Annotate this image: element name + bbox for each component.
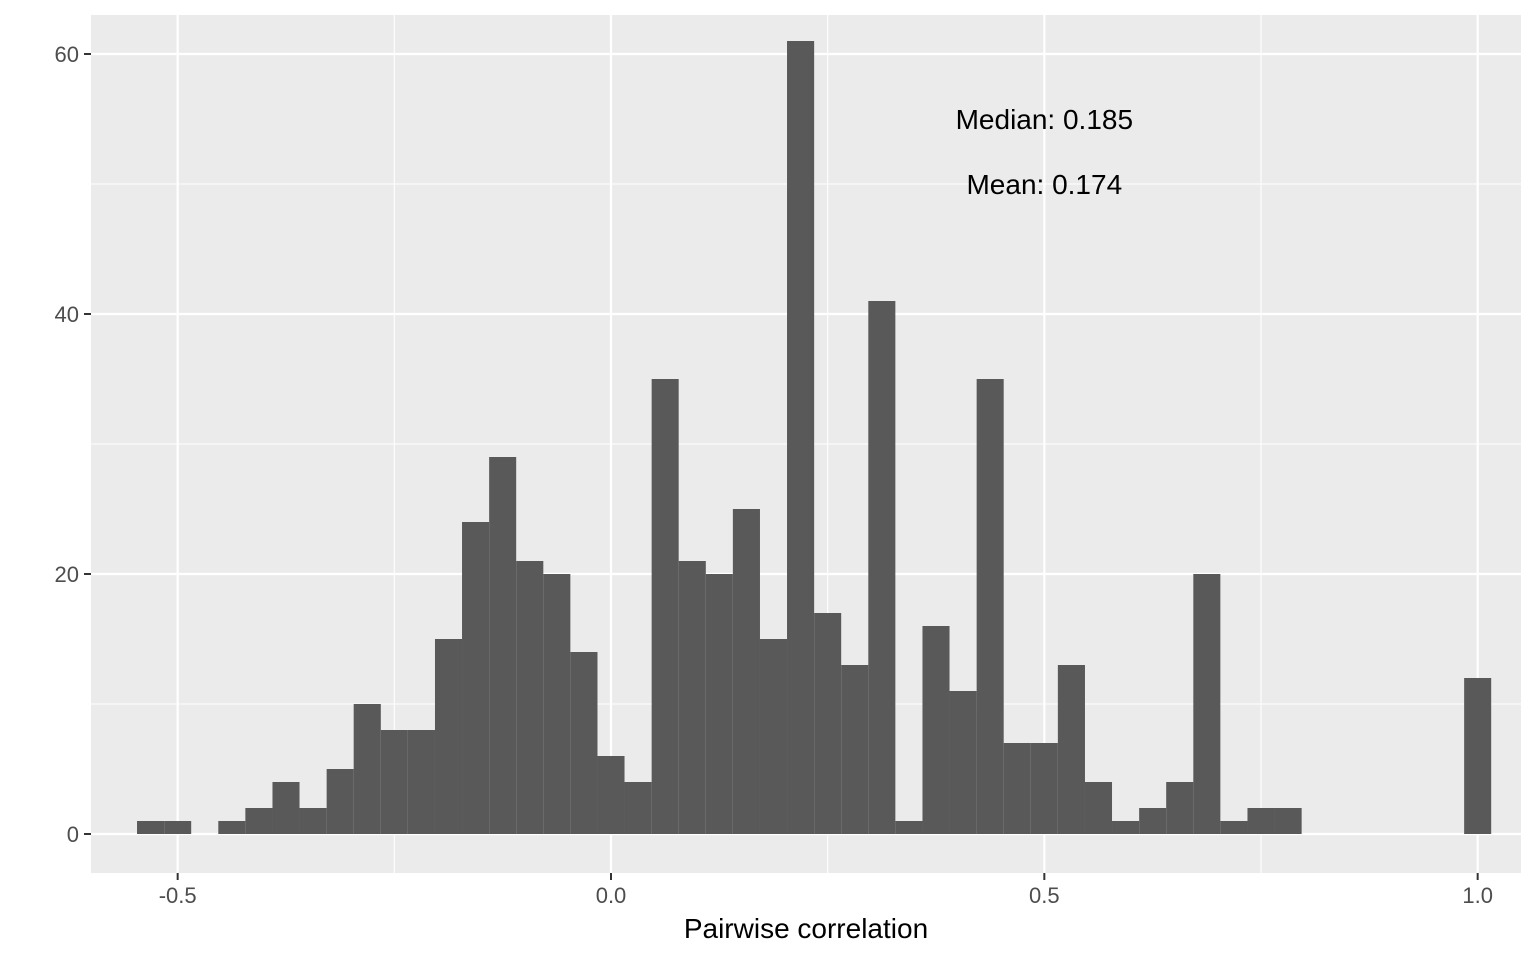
histogram-bar [164, 821, 192, 834]
histogram-bar [1464, 678, 1492, 834]
histogram-bar [407, 730, 435, 834]
histogram-bar [1057, 665, 1085, 834]
histogram-bar [1112, 821, 1140, 834]
histogram-bar [543, 574, 571, 834]
histogram-bar [380, 730, 408, 834]
histogram-bar [1193, 574, 1221, 834]
histogram-bar [922, 626, 950, 834]
x-tick-label: 1.0 [1462, 883, 1493, 908]
annotations: Median: 0.185 Mean: 0.174 [956, 104, 1133, 200]
histogram-bar [1030, 743, 1058, 834]
histogram-bar [137, 821, 165, 834]
histogram-bar [705, 574, 733, 834]
histogram-bar [516, 561, 544, 834]
y-tick-label: 40 [55, 302, 79, 327]
y-tick-label: 20 [55, 562, 79, 587]
x-tick-label: 0.0 [596, 883, 627, 908]
histogram-bar [651, 379, 679, 834]
histogram-bar [434, 639, 463, 834]
histogram-bar [462, 522, 490, 834]
histogram-bar [272, 782, 300, 834]
histogram-bar [299, 808, 327, 834]
histogram-bar [759, 639, 788, 834]
x-axis-title: Pairwise correlation [684, 913, 928, 944]
histogram-bars [137, 41, 1492, 834]
histogram-bar [570, 652, 598, 834]
histogram-bar [1003, 743, 1031, 834]
x-tick-label: 0.5 [1029, 883, 1060, 908]
histogram-bar [868, 301, 896, 834]
histogram-bar [597, 756, 625, 834]
histogram-bar [1084, 782, 1113, 834]
y-tick-label: 60 [55, 42, 79, 67]
x-tick-label: -0.5 [159, 883, 197, 908]
histogram-bar [895, 821, 923, 834]
histogram-bar [624, 782, 652, 834]
histogram-bar [1220, 821, 1248, 834]
y-axis: 0 20 40 60 [55, 42, 91, 847]
histogram-bar [218, 821, 246, 834]
annotation-text: Mean: 0.174 [966, 169, 1122, 200]
histogram-bar [949, 691, 977, 834]
histogram-bar [353, 704, 381, 834]
histogram-bar [787, 41, 815, 834]
histogram-bar [489, 457, 517, 834]
histogram-bar [1247, 808, 1275, 834]
histogram-bar [245, 808, 273, 834]
histogram-bar [814, 613, 842, 834]
histogram-bar [841, 665, 869, 834]
histogram-bar [1274, 808, 1302, 834]
histogram-bar [326, 769, 354, 834]
histogram-bar [1166, 782, 1194, 834]
histogram-bar [678, 561, 706, 834]
histogram-bar [976, 379, 1004, 834]
histogram-bar [732, 509, 760, 834]
x-axis: -0.5 0.0 0.5 1.0 [159, 873, 1493, 908]
histogram-bar [1139, 808, 1167, 834]
annotation-text: Median: 0.185 [956, 104, 1133, 135]
y-tick-label: 0 [67, 822, 79, 847]
